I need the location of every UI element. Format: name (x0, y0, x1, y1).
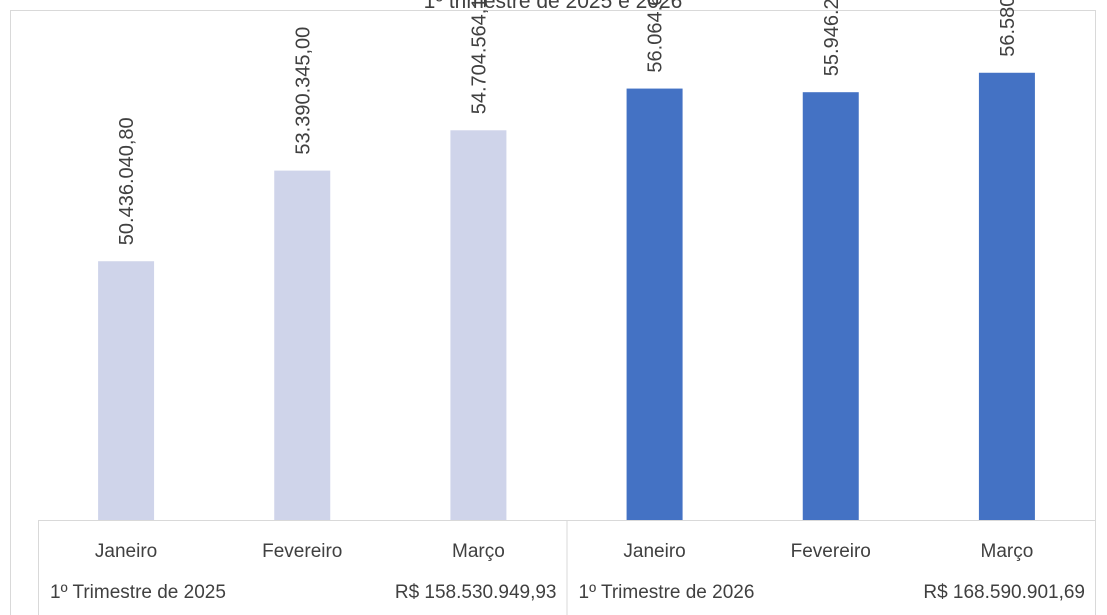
value-labels-layer: 50.436.040,80 53.390.345,00 54.704.564,13 5… (116, 0, 1019, 245)
group-label: 1º Trimestre de 2025 (50, 582, 226, 603)
group-label: 1º Trimestre de 2026 (579, 582, 755, 603)
category-axis: Janeiro Fevereiro Março Janeiro Fevereiro Mar… (38, 520, 1095, 615)
bar (802, 92, 859, 521)
bar (978, 72, 1035, 521)
data-label: 56.580.007,38 (997, 0, 1019, 57)
data-label: 55.946.284,97 (821, 0, 843, 76)
data-label: 56.064.609,34 (645, 0, 667, 73)
group-total: R$ 158.530.949,93 (395, 582, 557, 603)
category-tick-label: Março (981, 541, 1034, 562)
bars-layer (98, 72, 1035, 521)
bar (450, 130, 507, 521)
bar (274, 170, 331, 521)
category-tick-label: Março (452, 541, 505, 562)
bar (98, 261, 155, 520)
category-tick-label: Janeiro (95, 541, 157, 562)
group-total: R$ 168.590.901,69 (923, 582, 1085, 603)
data-label: 50.436.040,80 (116, 117, 138, 245)
bar (626, 88, 683, 521)
chart-title: 1º trimestre de 2025 e 2026 (424, 0, 683, 13)
category-tick-label: Janeiro (623, 541, 685, 562)
data-label: 53.390.345,00 (292, 27, 314, 155)
category-tick-label: Fevereiro (262, 541, 342, 562)
category-tick-label: Fevereiro (791, 541, 871, 562)
chart-frame (10, 10, 1096, 615)
data-label: 54.704.564,13 (468, 0, 490, 114)
